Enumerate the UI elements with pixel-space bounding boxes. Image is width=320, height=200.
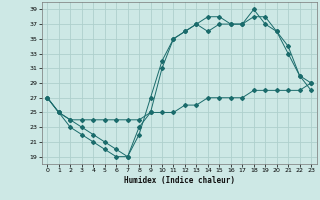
X-axis label: Humidex (Indice chaleur): Humidex (Indice chaleur) <box>124 176 235 185</box>
